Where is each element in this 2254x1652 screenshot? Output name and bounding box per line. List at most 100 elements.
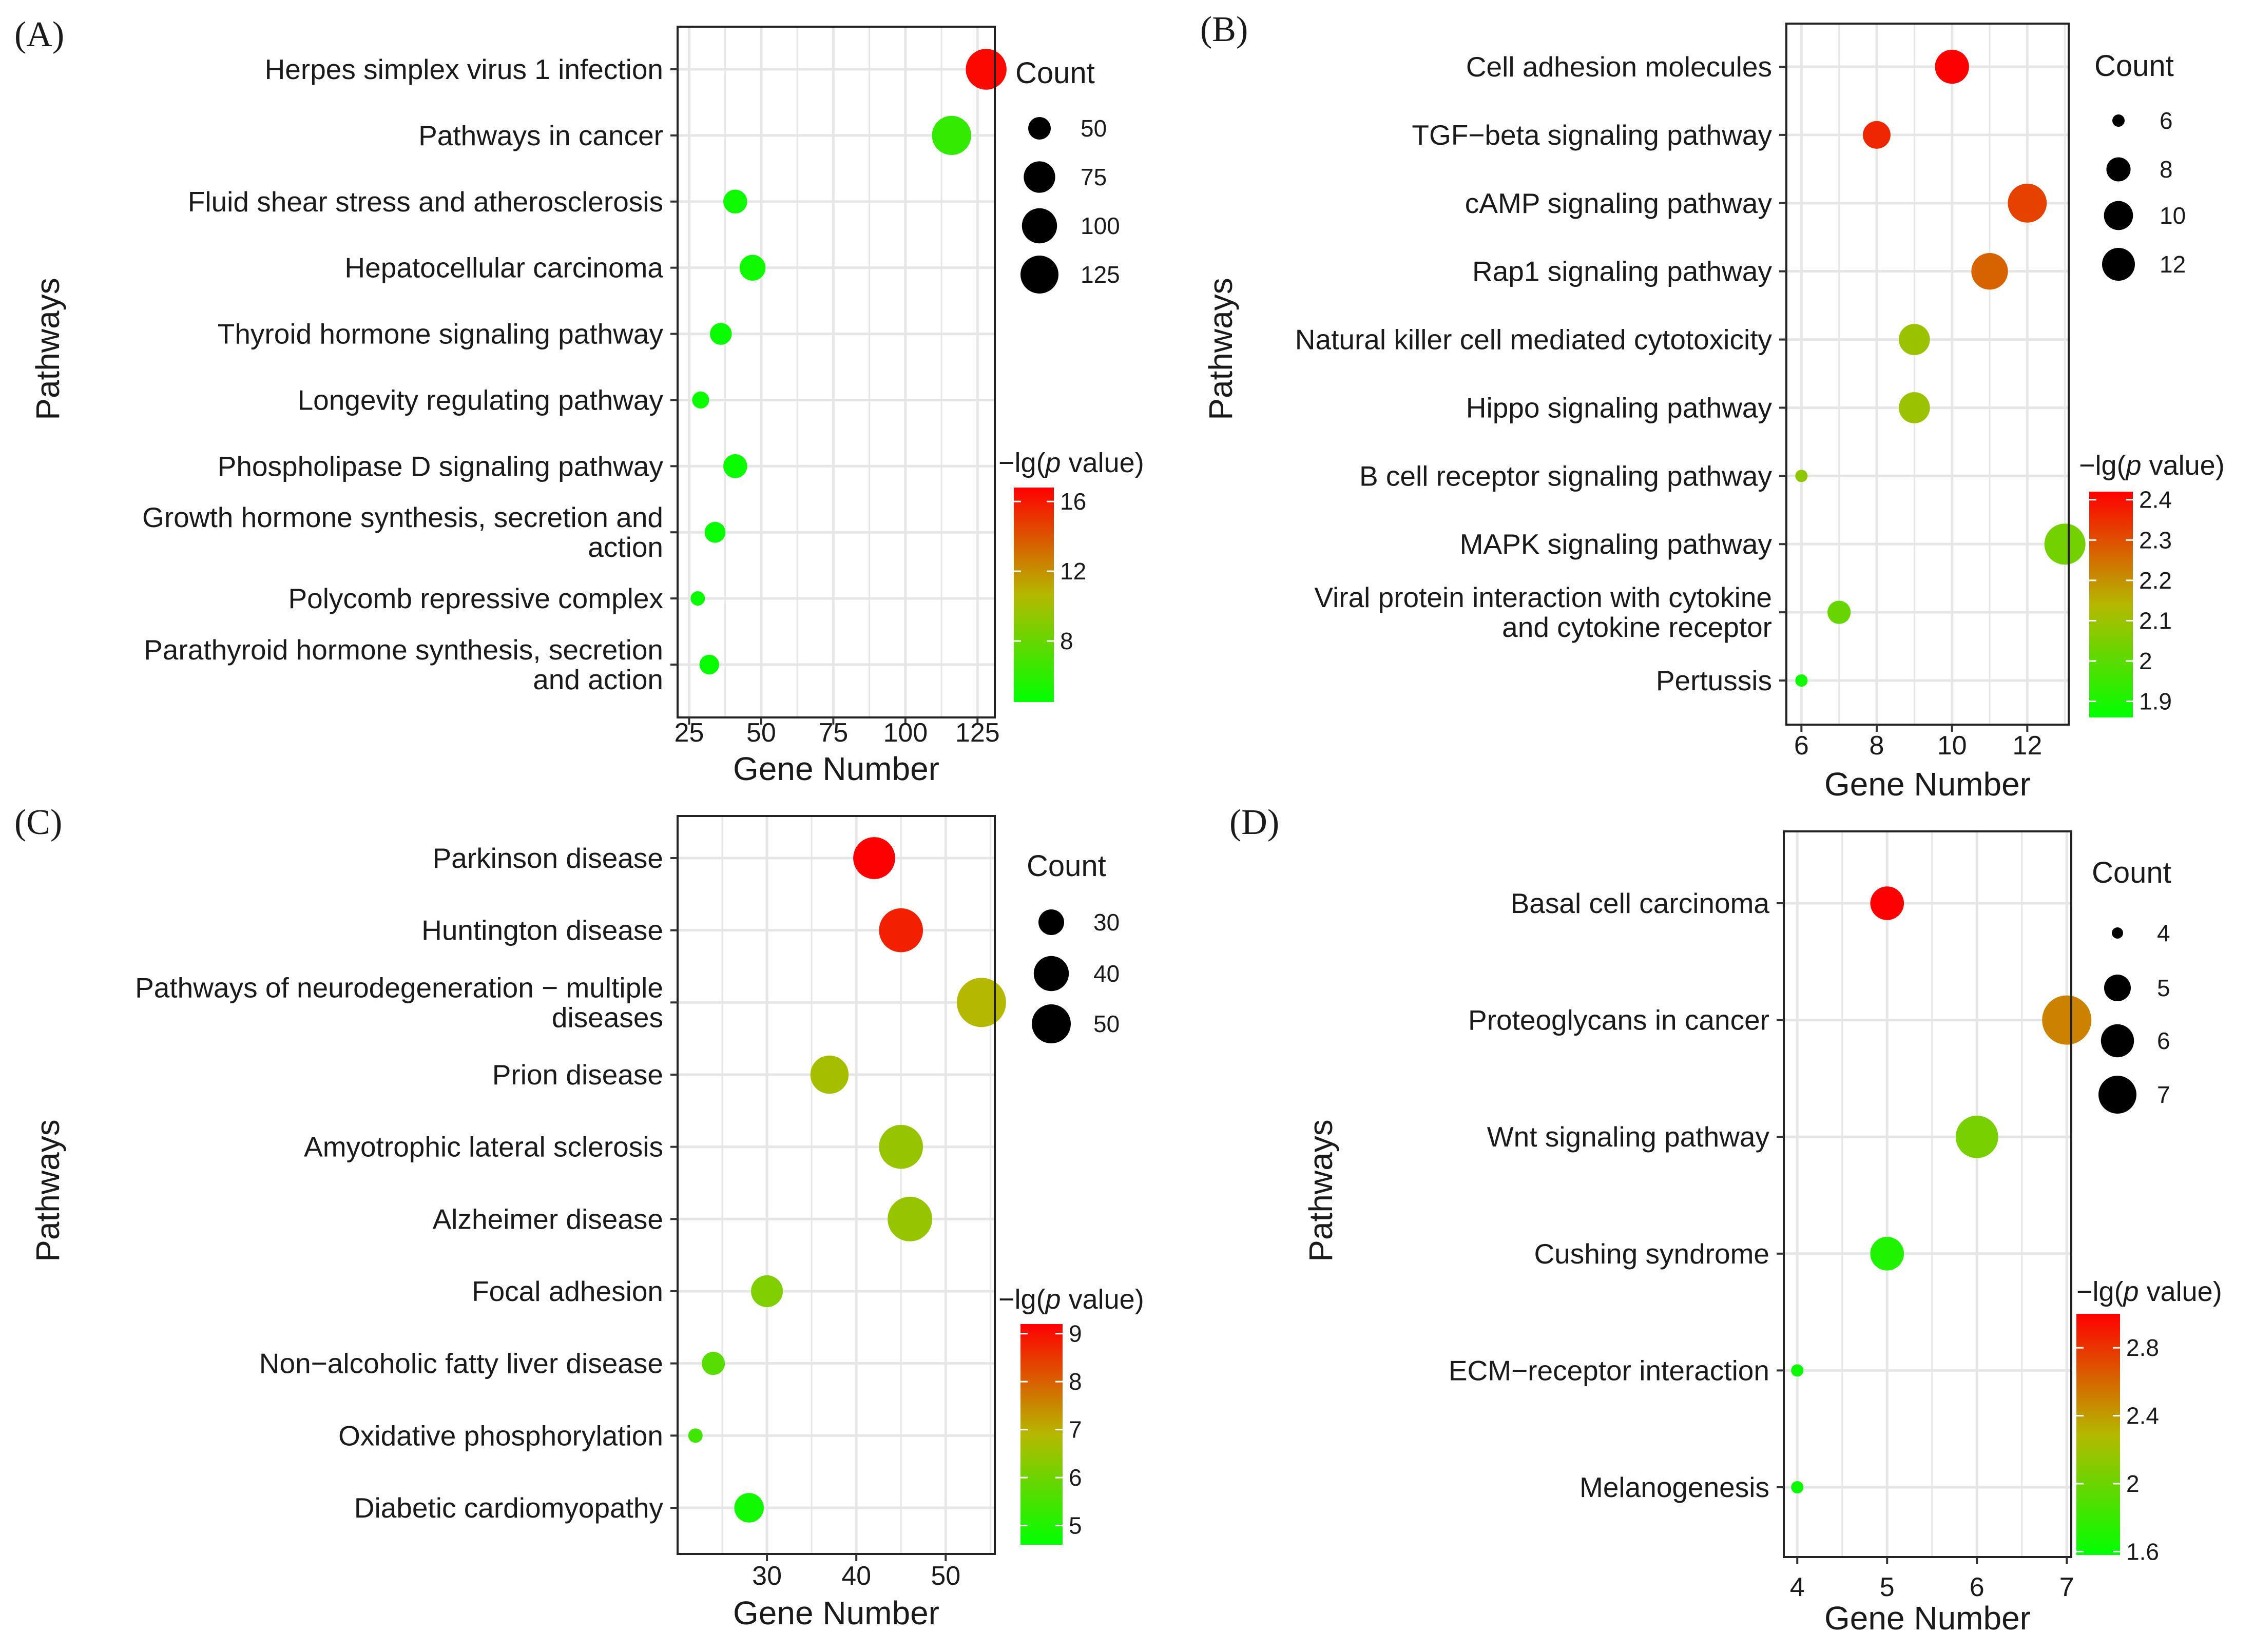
color-legend-title-italic: p	[2125, 450, 2142, 481]
pathway-label: Polycomb repressive complex	[288, 582, 663, 614]
pathway-label: Herpes simplex virus 1 infection	[265, 53, 663, 85]
size-legend-circle	[2104, 974, 2131, 1002]
point-10	[699, 654, 719, 675]
x-tick-label: 125	[955, 718, 1000, 748]
color-bar-label: 2.3	[2139, 527, 2172, 553]
pathway-label: Huntington disease	[421, 915, 663, 946]
size-legend-label: 6	[2160, 107, 2173, 134]
pathway-label: Hepatocellular carcinoma	[344, 252, 663, 284]
pathway-label: ECM−receptor interaction	[1449, 1354, 1769, 1386]
color-bar-label: 8	[1069, 1368, 1082, 1395]
plot-border	[1783, 830, 2072, 1558]
size-legend-label: 50	[1081, 115, 1107, 142]
x-tick-label: 4	[1790, 1572, 1805, 1602]
x-tick-label: 50	[931, 1561, 960, 1591]
point-5	[879, 1124, 923, 1169]
pathway-label: Viral protein interaction with cytokine	[1314, 581, 1772, 613]
pathway-label: and cytokine receptor	[1502, 611, 1772, 643]
size-legend-label: 10	[2160, 202, 2186, 229]
pathway-label: cAMP signaling pathway	[1465, 187, 1773, 219]
color-legend-title-italic: p	[1045, 1284, 1061, 1315]
panel-letter: (A)	[14, 15, 64, 54]
pathway-label: Prion disease	[492, 1059, 663, 1091]
panel-letter: (B)	[1200, 10, 1248, 49]
color-legend-title: −lg(p value)	[998, 1284, 1144, 1315]
pathway-label: Proteoglycans in cancer	[1468, 1004, 1769, 1036]
plot-background	[1784, 831, 2071, 1557]
point-6	[888, 1196, 933, 1241]
point-2	[1863, 121, 1891, 149]
point-10	[734, 1493, 764, 1523]
color-bar-label: 8	[1060, 628, 1073, 654]
point-2	[879, 908, 923, 953]
pathway-label: Parkinson disease	[433, 842, 663, 874]
panel-letter: (D)	[1229, 803, 1279, 842]
color-legend-title-prefix: −lg(	[998, 448, 1046, 478]
x-tick-label: 25	[675, 718, 704, 748]
color-bar-label: 1.6	[2126, 1538, 2159, 1565]
size-legend-circle	[1032, 1004, 1071, 1043]
pathway-label: Melanogenesis	[1579, 1471, 1769, 1503]
point-1	[966, 49, 1007, 90]
size-legend-circle	[1020, 256, 1058, 294]
size-legend-label: 6	[2157, 1027, 2170, 1054]
color-legend-title-suffix: value)	[2142, 450, 2225, 481]
size-legend-label: 4	[2157, 920, 2170, 946]
pathway-label: Longevity regulating pathway	[298, 384, 664, 416]
color-bar	[2089, 492, 2133, 717]
y-axis-title: Pathways	[1302, 1119, 1339, 1261]
x-tick-label: 30	[752, 1561, 782, 1591]
color-bar	[1014, 488, 1054, 702]
color-legend-title-prefix: −lg(	[2079, 450, 2126, 481]
plot-border	[677, 26, 996, 718]
pathway-label: Thyroid hormone signaling pathway	[218, 318, 664, 350]
pathway-label: Cushing syndrome	[1534, 1238, 1769, 1270]
y-axis-title: Pathways	[29, 278, 66, 420]
size-legend-circle	[2101, 1024, 2134, 1058]
x-tick-label: 10	[1937, 731, 1967, 761]
x-tick-label: 75	[818, 718, 848, 748]
pathway-label: MAPK signaling pathway	[1460, 528, 1773, 560]
pathway-label: and action	[533, 664, 663, 695]
size-legend-title: Count	[2094, 49, 2174, 83]
x-tick-label: 6	[1794, 731, 1809, 761]
pathway-label: Cell adhesion molecules	[1466, 51, 1772, 83]
plot-border	[1785, 23, 2070, 726]
size-legend-circle	[1038, 909, 1064, 935]
size-legend-label: 100	[1081, 212, 1120, 239]
plot-border	[677, 815, 996, 1555]
pathway-label: diseases	[552, 1001, 663, 1033]
color-legend-title: −lg(p value)	[2076, 1276, 2222, 1307]
x-tick-label: 7	[2059, 1572, 2074, 1602]
point-4	[739, 255, 766, 281]
color-bar-label: 5	[1069, 1512, 1082, 1539]
size-legend-circle	[2098, 1076, 2136, 1114]
size-legend-label: 7	[2157, 1081, 2170, 1108]
size-legend-circle	[2106, 157, 2131, 182]
size-legend-title: Count	[2092, 856, 2171, 889]
pathway-label: Hippo signaling pathway	[1466, 392, 1773, 423]
point-3	[2008, 183, 2047, 223]
pathway-label: Natural killer cell mediated cytotoxicit…	[1295, 324, 1773, 356]
color-bar-label: 12	[1060, 558, 1086, 585]
color-bar-label: 1.9	[2139, 688, 2172, 715]
size-legend-circle	[1022, 208, 1057, 244]
pathway-label: Alzheimer disease	[433, 1203, 663, 1235]
color-bar-label: 7	[1069, 1416, 1082, 1443]
color-bar-label: 2.1	[2139, 607, 2172, 634]
point-8	[704, 521, 726, 543]
point-6	[1899, 392, 1930, 423]
color-legend-title-suffix: value)	[1061, 1284, 1144, 1315]
pathway-label: Amyotrophic lateral sclerosis	[304, 1131, 663, 1163]
point-1	[1870, 886, 1904, 920]
x-tick-label: 8	[1870, 731, 1884, 761]
x-axis-title: Gene Number	[733, 750, 939, 787]
color-legend-title-prefix: −lg(	[2076, 1276, 2124, 1307]
pathway-label: Focal adhesion	[472, 1275, 663, 1307]
point-5	[709, 323, 732, 345]
x-tick-label: 5	[1880, 1572, 1895, 1602]
point-4	[810, 1055, 849, 1094]
x-axis-title: Gene Number	[733, 1595, 939, 1631]
panel-a: (A) Herpes simplex virus 1 infection Pathw…	[14, 15, 1144, 787]
point-2	[2042, 995, 2092, 1045]
